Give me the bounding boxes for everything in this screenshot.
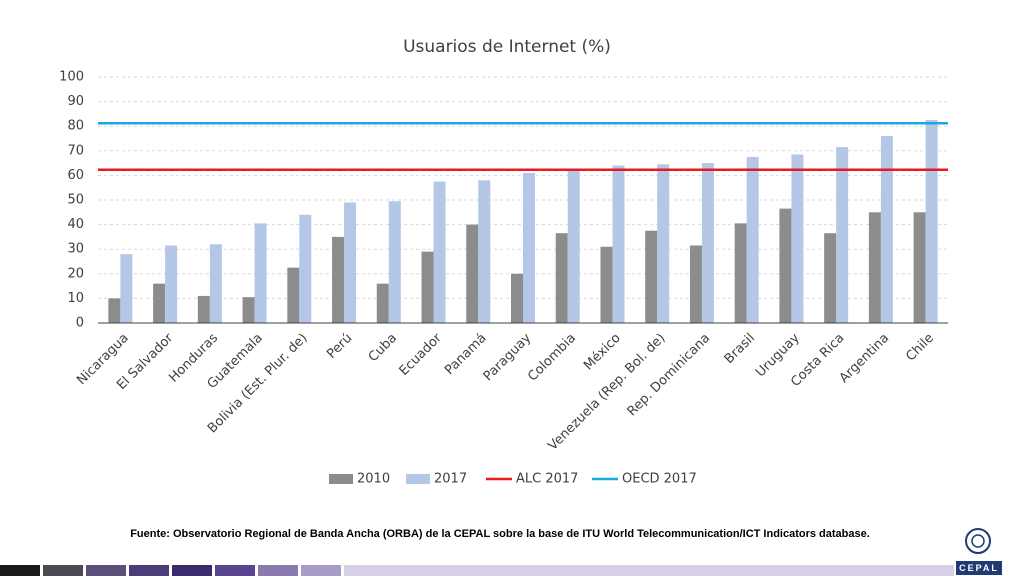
- bar: [836, 147, 849, 323]
- y-tick-label: 70: [67, 143, 84, 158]
- chart-title: Usuarios de Internet (%): [403, 37, 611, 57]
- bar: [657, 164, 670, 323]
- legend-swatch: [329, 474, 353, 484]
- bar: [209, 244, 222, 323]
- bar: [254, 223, 267, 323]
- x-tick-label: Perú: [324, 331, 355, 362]
- x-tick-label: Chile: [903, 331, 937, 365]
- bar: [433, 181, 446, 323]
- bar: [388, 201, 401, 323]
- y-tick-label: 50: [67, 193, 84, 208]
- bar: [746, 156, 759, 323]
- legend-swatch: [406, 474, 430, 484]
- y-tick-label: 30: [67, 242, 84, 257]
- source-note: Fuente: Observatorio Regional de Banda A…: [130, 528, 870, 540]
- bar: [478, 180, 491, 323]
- bar: [108, 298, 121, 323]
- x-tick-label: Colombia: [525, 331, 579, 385]
- y-tick-label: 40: [67, 217, 84, 232]
- bar: [153, 283, 166, 323]
- y-tick-label: 0: [76, 316, 84, 331]
- y-tick-label: 10: [67, 291, 84, 306]
- footer-stripes: [0, 565, 954, 576]
- bar: [645, 230, 658, 323]
- legend-label: 2010: [357, 472, 390, 487]
- bar: [344, 202, 357, 323]
- bar: [555, 233, 568, 323]
- bar: [376, 283, 389, 323]
- bar: [567, 170, 580, 323]
- y-tick-label: 100: [59, 70, 84, 85]
- y-tick-label: 90: [67, 94, 84, 109]
- logo: CEPAL: [956, 528, 1002, 575]
- legend-label: 2017: [434, 472, 467, 487]
- y-tick-label: 80: [67, 119, 84, 134]
- bar: [689, 245, 702, 323]
- bar: [701, 163, 714, 323]
- bar: [421, 251, 434, 323]
- y-tick-label: 60: [67, 168, 84, 183]
- bar: [779, 208, 792, 323]
- bar: [925, 120, 938, 323]
- bar: [734, 223, 747, 323]
- legend-label: OECD 2017: [622, 472, 697, 487]
- x-tick-label: Rep. Dominicana: [625, 331, 714, 420]
- bar: [299, 214, 312, 323]
- y-tick-label: 20: [67, 266, 84, 281]
- x-tick-label: Ecuador: [397, 330, 446, 379]
- bar: [868, 212, 881, 323]
- x-tick-label: México: [581, 331, 624, 374]
- bar: [600, 246, 613, 323]
- bar: [824, 233, 837, 323]
- logo-text: CEPAL: [959, 563, 999, 573]
- x-tick-label: Cuba: [366, 331, 400, 365]
- legend-label: ALC 2017: [516, 472, 578, 487]
- bar: [332, 236, 345, 323]
- bar: [242, 297, 255, 323]
- bar: [287, 267, 300, 323]
- bar: [165, 245, 178, 323]
- bar: [120, 254, 133, 323]
- bar: [612, 165, 625, 323]
- bar: [880, 136, 893, 323]
- bar: [511, 273, 523, 323]
- bar: [466, 224, 479, 323]
- bar: [913, 212, 926, 323]
- bar: [197, 295, 210, 323]
- bar: [791, 154, 804, 323]
- x-tick-label: Brasil: [722, 331, 758, 367]
- bar: [523, 172, 535, 323]
